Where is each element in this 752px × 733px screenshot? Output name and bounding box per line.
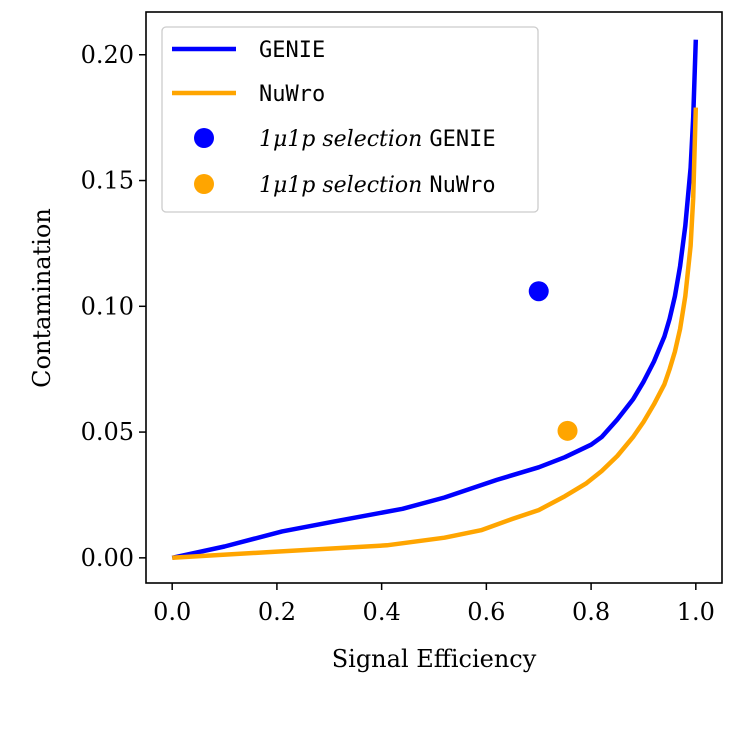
legend-genie-selection-marker xyxy=(194,128,214,148)
legend-genie-selection-generator: GENIE xyxy=(429,127,495,152)
legend-genie-selection-prefix: 1μ1p selection xyxy=(259,127,429,152)
x-tick-label: 0.8 xyxy=(572,598,610,626)
legend-genie-selection-label: 1μ1p selection GENIE xyxy=(259,127,496,152)
selection-points xyxy=(528,281,578,441)
y-tick-label: 0.05 xyxy=(81,418,134,446)
legend-nuwro-selection-marker xyxy=(194,174,214,194)
y-axis-ticks: 0.00 0.05 0.10 0.15 0.20 xyxy=(81,41,146,572)
series-line-nuwro xyxy=(172,107,699,561)
x-tick-label: 0.4 xyxy=(363,598,401,626)
x-tick-label: 1.0 xyxy=(677,598,715,626)
x-tick-label: 0.2 xyxy=(258,598,296,626)
legend-genie-label: GENIE xyxy=(259,38,325,63)
selection-point-genie xyxy=(528,281,549,302)
legend: GENIE NuWro 1μ1p selection GENIE 1μ1p se… xyxy=(161,26,539,213)
y-tick-label: 0.10 xyxy=(81,292,134,320)
y-axis-label: Contamination xyxy=(28,208,56,388)
y-tick-label: 0.15 xyxy=(81,167,134,195)
y-tick-label: 0.20 xyxy=(81,41,134,69)
series-line-genie xyxy=(171,39,699,560)
legend-nuwro-label: NuWro xyxy=(259,82,325,107)
selection-point-nuwro xyxy=(557,420,578,441)
legend-nuwro-selection-label: 1μ1p selection NuWro xyxy=(259,173,496,198)
x-axis-ticks: 0.0 0.2 0.4 0.6 0.8 1.0 xyxy=(153,583,715,626)
legend-box xyxy=(161,26,539,213)
y-tick-label: 0.00 xyxy=(81,544,134,572)
legend-nuwro-selection-prefix: 1μ1p selection xyxy=(259,173,429,198)
plot-frame xyxy=(145,11,723,584)
legend-nuwro-selection-generator: NuWro xyxy=(429,173,495,198)
series-lines xyxy=(171,39,699,561)
x-axis-label: Signal Efficiency xyxy=(332,645,537,673)
x-tick-label: 0.0 xyxy=(153,598,191,626)
x-tick-label: 0.6 xyxy=(467,598,505,626)
